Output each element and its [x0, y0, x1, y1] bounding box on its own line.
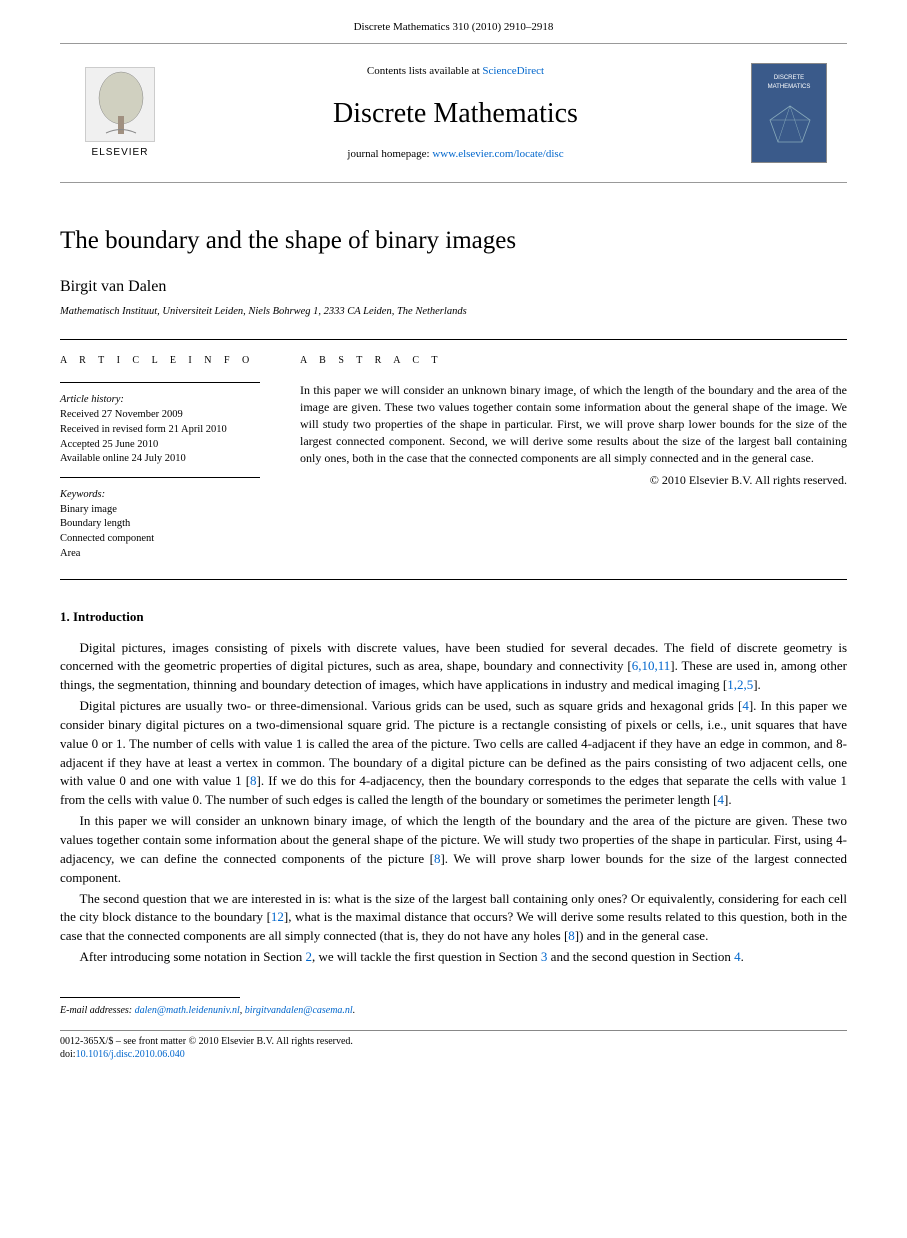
abstract-column: A B S T R A C T In this paper we will co…	[300, 354, 847, 561]
keyword: Binary image	[60, 503, 260, 518]
abstract-copyright: © 2010 Elsevier B.V. All rights reserved…	[300, 472, 847, 489]
text: ]) and in the general case.	[575, 928, 709, 943]
abstract-text: In this paper we will consider an unknow…	[300, 382, 847, 466]
contents-line: Contents lists available at ScienceDirec…	[180, 64, 731, 79]
publisher-logo: ELSEVIER	[80, 63, 160, 163]
email-link[interactable]: dalen@math.leidenuniv.nl	[135, 1005, 240, 1016]
cover-title: DISCRETE MATHEMATICS	[752, 64, 826, 91]
intro-paragraph-4: The second question that we are interest…	[60, 890, 847, 947]
text: Digital pictures are usually two- or thr…	[80, 698, 743, 713]
text: ].	[753, 677, 761, 692]
text: and the second question in Section	[547, 949, 734, 964]
article-info-heading: A R T I C L E I N F O	[60, 354, 260, 368]
intro-paragraph-1: Digital pictures, images consisting of p…	[60, 639, 847, 696]
keyword: Area	[60, 547, 260, 562]
intro-paragraph-5: After introducing some notation in Secti…	[60, 948, 847, 967]
doi-label: doi:	[60, 1049, 76, 1060]
journal-cover-thumbnail: DISCRETE MATHEMATICS	[751, 63, 827, 163]
article-title: The boundary and the shape of binary ima…	[60, 223, 847, 258]
sciencedirect-link[interactable]: ScienceDirect	[482, 65, 544, 77]
email-label: E-mail addresses:	[60, 1005, 135, 1016]
author-name: Birgit van Dalen	[60, 276, 847, 298]
text: ].	[724, 792, 732, 807]
section-heading-introduction: 1. Introduction	[60, 608, 847, 626]
text: .	[741, 949, 744, 964]
intro-paragraph-2: Digital pictures are usually two- or thr…	[60, 697, 847, 810]
doi-line: doi:10.1016/j.disc.2010.06.040	[60, 1048, 847, 1061]
journal-name: Discrete Mathematics	[180, 94, 731, 133]
publisher-name: ELSEVIER	[92, 146, 149, 160]
doi-link[interactable]: 10.1016/j.disc.2010.06.040	[76, 1049, 185, 1060]
intro-paragraph-3: In this paper we will consider an unknow…	[60, 812, 847, 887]
keywords-label: Keywords:	[60, 488, 260, 503]
homepage-prefix: journal homepage:	[347, 148, 432, 160]
keyword: Connected component	[60, 532, 260, 547]
email-link[interactable]: birgitvandalen@casema.nl	[245, 1005, 353, 1016]
info-abstract-block: A R T I C L E I N F O Article history: R…	[60, 339, 847, 580]
text: After introducing some notation in Secti…	[80, 949, 306, 964]
history-label: Article history:	[60, 393, 260, 408]
history-revised: Received in revised form 21 April 2010	[60, 423, 260, 438]
history-received: Received 27 November 2009	[60, 408, 260, 423]
history-accepted: Accepted 25 June 2010	[60, 438, 260, 453]
article-info-column: A R T I C L E I N F O Article history: R…	[60, 354, 260, 561]
citation-link[interactable]: 1,2,5	[727, 677, 753, 692]
keyword: Boundary length	[60, 517, 260, 532]
text: , we will tackle the first question in S…	[312, 949, 541, 964]
masthead-center: Contents lists available at ScienceDirec…	[180, 64, 731, 162]
homepage-line: journal homepage: www.elsevier.com/locat…	[180, 147, 731, 162]
footer-bottom: 0012-365X/$ – see front matter © 2010 El…	[60, 1030, 847, 1061]
email-end: .	[353, 1005, 356, 1016]
masthead: ELSEVIER Contents lists available at Sci…	[60, 43, 847, 183]
abstract-heading: A B S T R A C T	[300, 354, 847, 368]
history-online: Available online 24 July 2010	[60, 452, 260, 467]
homepage-link[interactable]: www.elsevier.com/locate/disc	[432, 148, 563, 160]
citation-link[interactable]: 6,10,11	[632, 658, 671, 673]
issn-line: 0012-365X/$ – see front matter © 2010 El…	[60, 1035, 847, 1048]
elsevier-tree-icon	[85, 67, 155, 142]
contents-prefix: Contents lists available at	[367, 65, 482, 77]
running-head: Discrete Mathematics 310 (2010) 2910–291…	[0, 0, 907, 43]
author-affiliation: Mathematisch Instituut, Universiteit Lei…	[60, 305, 847, 320]
page-footer: E-mail addresses: dalen@math.leidenuniv.…	[60, 997, 847, 1061]
citation-link[interactable]: 12	[271, 909, 284, 924]
email-line: E-mail addresses: dalen@math.leidenuniv.…	[60, 1004, 847, 1018]
